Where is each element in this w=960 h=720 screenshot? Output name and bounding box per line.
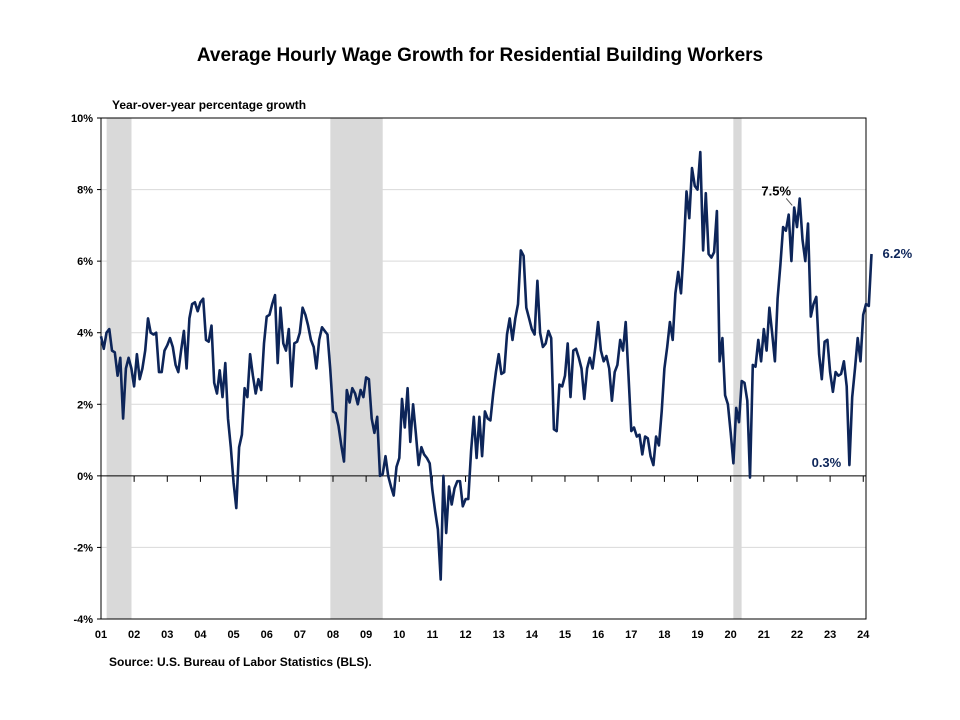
x-tick-label: 14 xyxy=(526,629,539,641)
gridlines xyxy=(101,189,866,548)
x-tick-label: 16 xyxy=(592,629,604,641)
y-tick-label: 6% xyxy=(77,256,93,268)
annotation-leader xyxy=(785,198,793,206)
y-tick-label: 2% xyxy=(77,399,93,411)
x-tick-label: 15 xyxy=(559,629,571,641)
y-tick-label: -2% xyxy=(73,542,93,554)
y-tick-label: 10% xyxy=(71,113,93,125)
x-tick-label: 11 xyxy=(427,629,439,641)
page-title: Average Hourly Wage Growth for Residenti… xyxy=(196,45,764,66)
x-tick-label: 04 xyxy=(194,629,207,641)
series-line xyxy=(99,150,873,581)
y-tick-label: 8% xyxy=(77,185,93,197)
y-axis-label: Year-over-year percentage growth xyxy=(112,98,306,112)
recession-bands xyxy=(106,118,742,619)
x-tick-label: 18 xyxy=(658,629,670,641)
y-tick-label: 0% xyxy=(77,471,93,483)
annotation-low: 0.3% xyxy=(812,455,842,470)
x-tick-label: 20 xyxy=(725,629,737,641)
x-tick-label: 23 xyxy=(824,629,836,641)
recession-band xyxy=(733,118,742,619)
x-axis xyxy=(100,475,866,482)
annotations: 7.5% 0.3% 6.2% xyxy=(761,183,912,470)
x-tick-label: 06 xyxy=(261,629,273,641)
x-tick-label: 01 xyxy=(95,629,107,641)
y-tick-label: -4% xyxy=(73,614,93,626)
x-tick-label: 24 xyxy=(857,629,870,641)
recession-band xyxy=(330,118,383,619)
x-tick-label: 02 xyxy=(128,629,140,641)
x-tick-label: 13 xyxy=(493,629,505,641)
x-tick-label: 05 xyxy=(227,629,239,641)
x-tick-label: 08 xyxy=(327,629,339,641)
x-tick-label: 19 xyxy=(691,629,703,641)
x-tick-label: 12 xyxy=(459,629,471,641)
x-tick-label: 09 xyxy=(360,629,372,641)
x-tick-label: 10 xyxy=(393,629,405,641)
annotation-latest: 6.2% xyxy=(883,246,913,261)
x-tick-label: 22 xyxy=(791,629,803,641)
annotation-peak: 7.5% xyxy=(761,183,791,198)
x-tick-label: 21 xyxy=(758,629,770,641)
x-tick-label: 17 xyxy=(625,629,637,641)
x-tick-label: 03 xyxy=(161,629,173,641)
source-note: Source: U.S. Bureau of Labor Statistics … xyxy=(109,655,372,669)
plot-frame xyxy=(100,117,867,620)
x-tick-labels: 01 02 03 04 05 06 07 08 09 10 11 12 13 14 15 16 17 18 19 20… xyxy=(95,629,870,641)
y-axis: -4% -2% 0% 2% 4% 6% 8% 10% xyxy=(71,113,101,626)
x-tick-label: 07 xyxy=(294,629,306,641)
y-tick-label: 4% xyxy=(77,328,93,340)
